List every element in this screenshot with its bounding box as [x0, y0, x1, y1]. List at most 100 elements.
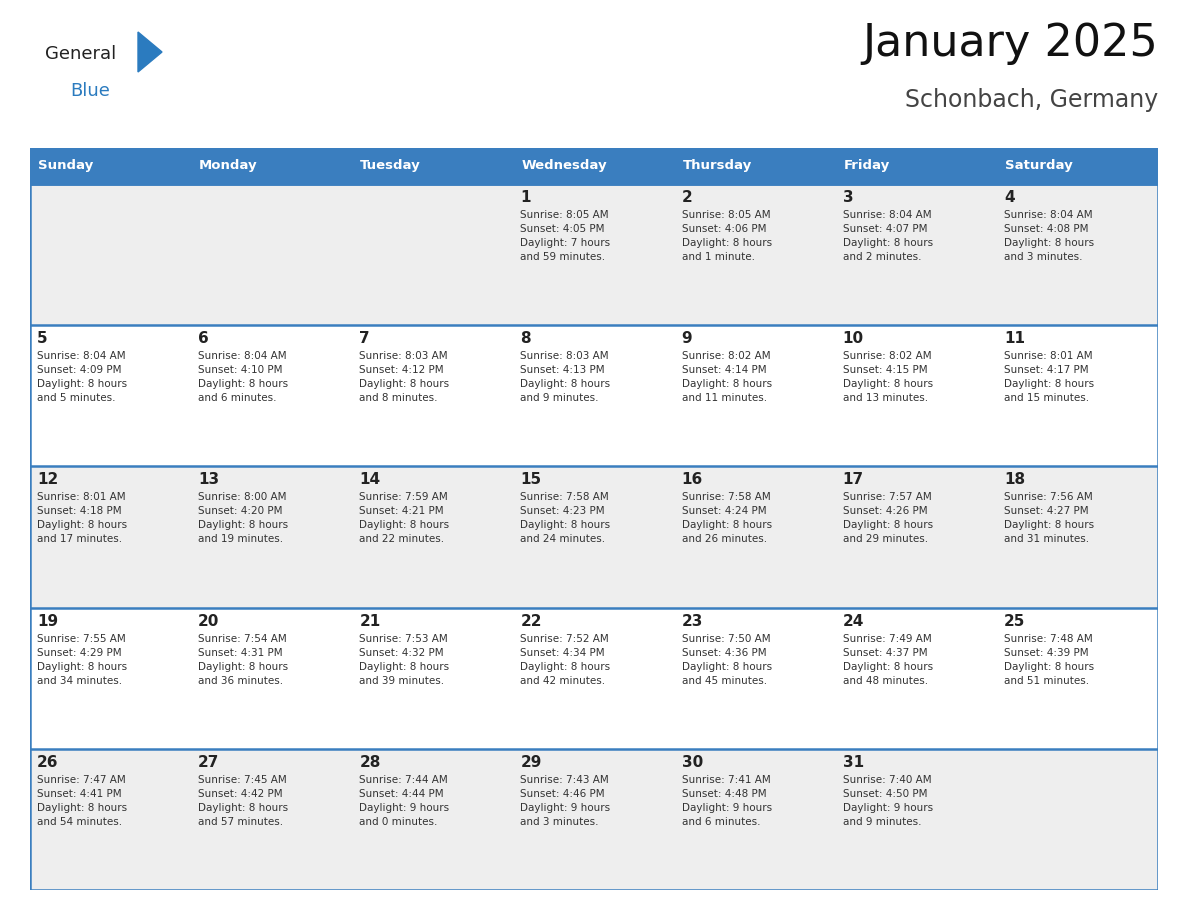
Text: Sunrise: 7:43 AM
Sunset: 4:46 PM
Daylight: 9 hours
and 3 minutes.: Sunrise: 7:43 AM Sunset: 4:46 PM Dayligh…	[520, 775, 611, 827]
Bar	[191, 148, 353, 184]
Bar	[513, 608, 675, 749]
Text: 21: 21	[359, 613, 380, 629]
Text: Sunrise: 8:03 AM
Sunset: 4:13 PM
Daylight: 8 hours
and 9 minutes.: Sunrise: 8:03 AM Sunset: 4:13 PM Dayligh…	[520, 352, 611, 403]
Bar	[997, 148, 1158, 184]
Text: 23: 23	[682, 613, 703, 629]
Text: 25: 25	[1004, 613, 1025, 629]
Bar	[997, 749, 1158, 890]
Bar	[513, 184, 675, 325]
Bar	[30, 148, 191, 184]
Bar	[353, 325, 513, 466]
Text: Sunrise: 8:02 AM
Sunset: 4:14 PM
Daylight: 8 hours
and 11 minutes.: Sunrise: 8:02 AM Sunset: 4:14 PM Dayligh…	[682, 352, 772, 403]
Bar	[997, 184, 1158, 325]
Text: 30: 30	[682, 755, 703, 770]
Text: 2: 2	[682, 190, 693, 205]
Text: Sunrise: 7:52 AM
Sunset: 4:34 PM
Daylight: 8 hours
and 42 minutes.: Sunrise: 7:52 AM Sunset: 4:34 PM Dayligh…	[520, 633, 611, 686]
Bar	[191, 608, 353, 749]
Text: Sunrise: 8:02 AM
Sunset: 4:15 PM
Daylight: 8 hours
and 13 minutes.: Sunrise: 8:02 AM Sunset: 4:15 PM Dayligh…	[842, 352, 933, 403]
Bar	[997, 466, 1158, 608]
Bar	[835, 749, 997, 890]
Text: 4: 4	[1004, 190, 1015, 205]
Text: Tuesday: Tuesday	[360, 160, 421, 173]
Text: Sunrise: 8:03 AM
Sunset: 4:12 PM
Daylight: 8 hours
and 8 minutes.: Sunrise: 8:03 AM Sunset: 4:12 PM Dayligh…	[359, 352, 449, 403]
Bar	[191, 749, 353, 890]
Text: 20: 20	[198, 613, 220, 629]
Bar	[835, 608, 997, 749]
Text: Sunrise: 7:59 AM
Sunset: 4:21 PM
Daylight: 8 hours
and 22 minutes.: Sunrise: 7:59 AM Sunset: 4:21 PM Dayligh…	[359, 492, 449, 544]
Text: Sunrise: 7:40 AM
Sunset: 4:50 PM
Daylight: 9 hours
and 9 minutes.: Sunrise: 7:40 AM Sunset: 4:50 PM Dayligh…	[842, 775, 933, 827]
Text: 15: 15	[520, 473, 542, 487]
Text: 7: 7	[359, 331, 369, 346]
Text: 5: 5	[37, 331, 48, 346]
Text: Sunrise: 8:04 AM
Sunset: 4:10 PM
Daylight: 8 hours
and 6 minutes.: Sunrise: 8:04 AM Sunset: 4:10 PM Dayligh…	[198, 352, 289, 403]
Bar	[513, 466, 675, 608]
Bar	[675, 184, 835, 325]
Bar	[30, 184, 191, 325]
Bar	[675, 148, 835, 184]
Text: 10: 10	[842, 331, 864, 346]
Text: 3: 3	[842, 190, 853, 205]
Text: 24: 24	[842, 613, 864, 629]
Text: 6: 6	[198, 331, 209, 346]
Text: Sunrise: 7:58 AM
Sunset: 4:23 PM
Daylight: 8 hours
and 24 minutes.: Sunrise: 7:58 AM Sunset: 4:23 PM Dayligh…	[520, 492, 611, 544]
Text: 18: 18	[1004, 473, 1025, 487]
Text: Sunrise: 7:55 AM
Sunset: 4:29 PM
Daylight: 8 hours
and 34 minutes.: Sunrise: 7:55 AM Sunset: 4:29 PM Dayligh…	[37, 633, 127, 686]
Bar	[191, 466, 353, 608]
Text: 27: 27	[198, 755, 220, 770]
Text: 14: 14	[359, 473, 380, 487]
Text: 17: 17	[842, 473, 864, 487]
Bar	[353, 749, 513, 890]
Bar	[353, 184, 513, 325]
Text: Sunrise: 7:45 AM
Sunset: 4:42 PM
Daylight: 8 hours
and 57 minutes.: Sunrise: 7:45 AM Sunset: 4:42 PM Dayligh…	[198, 775, 289, 827]
Bar	[675, 749, 835, 890]
Text: 16: 16	[682, 473, 703, 487]
Bar	[513, 325, 675, 466]
Text: Friday: Friday	[843, 160, 890, 173]
Text: Sunrise: 7:44 AM
Sunset: 4:44 PM
Daylight: 9 hours
and 0 minutes.: Sunrise: 7:44 AM Sunset: 4:44 PM Dayligh…	[359, 775, 449, 827]
Text: Sunrise: 7:41 AM
Sunset: 4:48 PM
Daylight: 9 hours
and 6 minutes.: Sunrise: 7:41 AM Sunset: 4:48 PM Dayligh…	[682, 775, 772, 827]
Text: Sunrise: 7:50 AM
Sunset: 4:36 PM
Daylight: 8 hours
and 45 minutes.: Sunrise: 7:50 AM Sunset: 4:36 PM Dayligh…	[682, 633, 772, 686]
Text: Sunrise: 8:04 AM
Sunset: 4:08 PM
Daylight: 8 hours
and 3 minutes.: Sunrise: 8:04 AM Sunset: 4:08 PM Dayligh…	[1004, 210, 1094, 262]
Text: 9: 9	[682, 331, 693, 346]
Text: Sunrise: 8:04 AM
Sunset: 4:07 PM
Daylight: 8 hours
and 2 minutes.: Sunrise: 8:04 AM Sunset: 4:07 PM Dayligh…	[842, 210, 933, 262]
Text: Saturday: Saturday	[1005, 160, 1073, 173]
Text: Sunrise: 8:00 AM
Sunset: 4:20 PM
Daylight: 8 hours
and 19 minutes.: Sunrise: 8:00 AM Sunset: 4:20 PM Dayligh…	[198, 492, 289, 544]
Text: Sunrise: 8:01 AM
Sunset: 4:18 PM
Daylight: 8 hours
and 17 minutes.: Sunrise: 8:01 AM Sunset: 4:18 PM Dayligh…	[37, 492, 127, 544]
Bar	[675, 325, 835, 466]
Text: Sunrise: 7:56 AM
Sunset: 4:27 PM
Daylight: 8 hours
and 31 minutes.: Sunrise: 7:56 AM Sunset: 4:27 PM Dayligh…	[1004, 492, 1094, 544]
Text: 1: 1	[520, 190, 531, 205]
Bar	[30, 466, 191, 608]
Text: Thursday: Thursday	[683, 160, 752, 173]
Text: 13: 13	[198, 473, 220, 487]
Text: 28: 28	[359, 755, 380, 770]
Bar	[191, 184, 353, 325]
Text: Sunrise: 8:05 AM
Sunset: 4:06 PM
Daylight: 8 hours
and 1 minute.: Sunrise: 8:05 AM Sunset: 4:06 PM Dayligh…	[682, 210, 772, 262]
Text: Sunrise: 7:47 AM
Sunset: 4:41 PM
Daylight: 8 hours
and 54 minutes.: Sunrise: 7:47 AM Sunset: 4:41 PM Dayligh…	[37, 775, 127, 827]
Text: 22: 22	[520, 613, 542, 629]
Bar	[835, 184, 997, 325]
Text: 26: 26	[37, 755, 58, 770]
Bar	[30, 749, 191, 890]
Text: Sunrise: 7:57 AM
Sunset: 4:26 PM
Daylight: 8 hours
and 29 minutes.: Sunrise: 7:57 AM Sunset: 4:26 PM Dayligh…	[842, 492, 933, 544]
Text: 8: 8	[520, 331, 531, 346]
Text: Blue: Blue	[70, 82, 109, 100]
Bar	[30, 608, 191, 749]
Bar	[353, 148, 513, 184]
Bar	[353, 608, 513, 749]
Bar	[513, 749, 675, 890]
Text: 31: 31	[842, 755, 864, 770]
Bar	[191, 325, 353, 466]
Text: 19: 19	[37, 613, 58, 629]
Bar	[353, 466, 513, 608]
Text: Sunrise: 7:53 AM
Sunset: 4:32 PM
Daylight: 8 hours
and 39 minutes.: Sunrise: 7:53 AM Sunset: 4:32 PM Dayligh…	[359, 633, 449, 686]
Bar	[997, 325, 1158, 466]
Text: Sunday: Sunday	[38, 160, 93, 173]
Text: Monday: Monday	[200, 160, 258, 173]
Text: 12: 12	[37, 473, 58, 487]
Text: Sunrise: 7:58 AM
Sunset: 4:24 PM
Daylight: 8 hours
and 26 minutes.: Sunrise: 7:58 AM Sunset: 4:24 PM Dayligh…	[682, 492, 772, 544]
Text: Sunrise: 8:01 AM
Sunset: 4:17 PM
Daylight: 8 hours
and 15 minutes.: Sunrise: 8:01 AM Sunset: 4:17 PM Dayligh…	[1004, 352, 1094, 403]
Bar	[513, 148, 675, 184]
Text: Sunrise: 7:48 AM
Sunset: 4:39 PM
Daylight: 8 hours
and 51 minutes.: Sunrise: 7:48 AM Sunset: 4:39 PM Dayligh…	[1004, 633, 1094, 686]
Text: Sunrise: 7:49 AM
Sunset: 4:37 PM
Daylight: 8 hours
and 48 minutes.: Sunrise: 7:49 AM Sunset: 4:37 PM Dayligh…	[842, 633, 933, 686]
Text: Schonbach, Germany: Schonbach, Germany	[905, 88, 1158, 112]
